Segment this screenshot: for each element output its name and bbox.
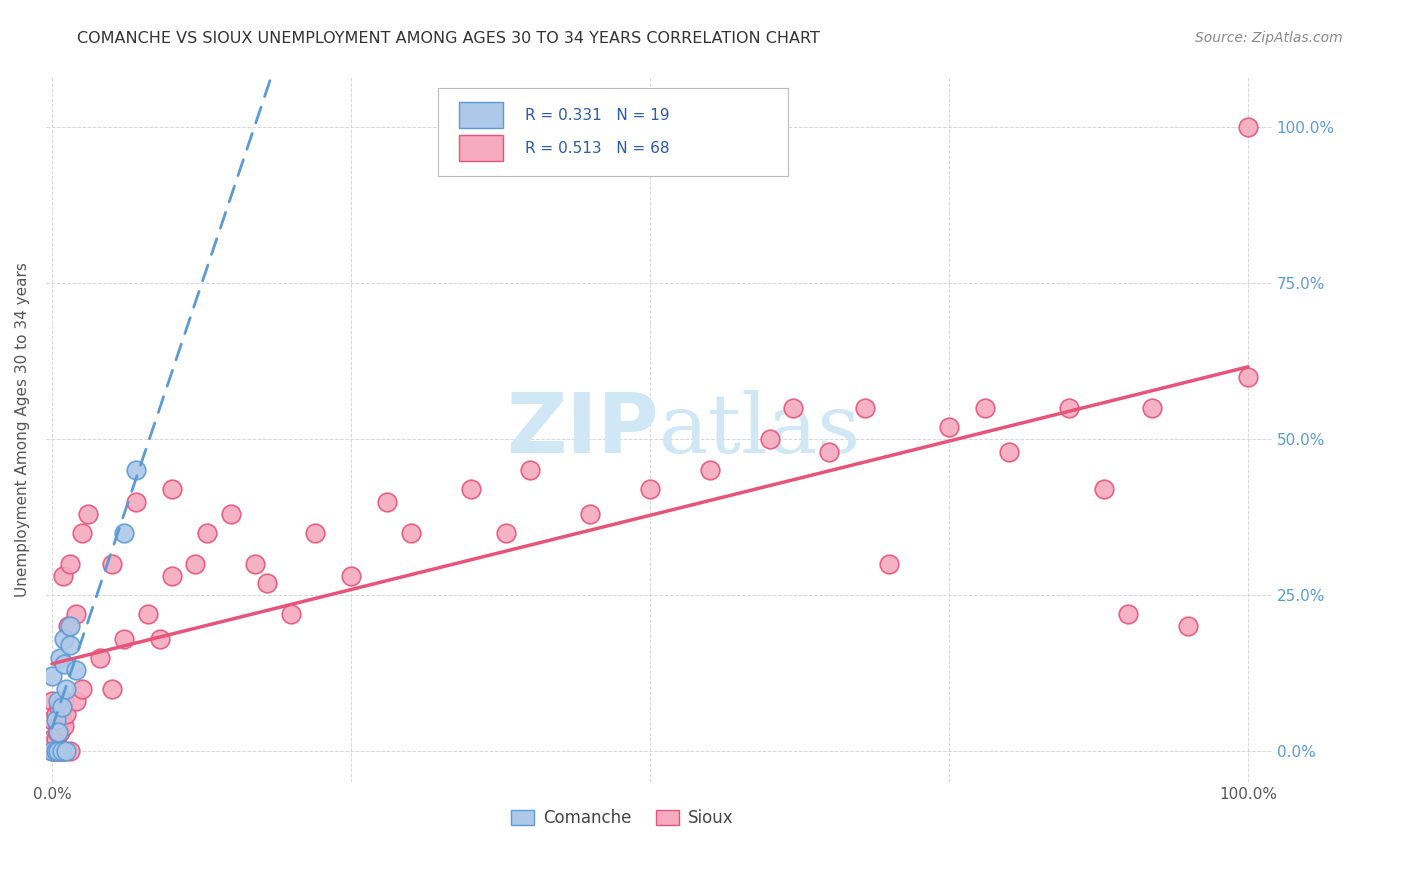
Point (59, 638, 82, 652)
Text: COMANCHE VS SIOUX UNEMPLOYMENT AMONG AGES 30 TO 34 YEARS CORRELATION CHART: COMANCHE VS SIOUX UNEMPLOYMENT AMONG AGE… (77, 31, 820, 46)
Point (41, 669, 63, 683)
Point (41, 713, 63, 727)
Point (495, 525, 517, 540)
Point (46, 744, 69, 758)
Point (45, 706, 67, 721)
Point (65, 607, 87, 621)
Y-axis label: Unemployment Among Ages 30 to 34 years: Unemployment Among Ages 30 to 34 years (15, 262, 30, 598)
Point (853, 401, 876, 415)
Point (55, 706, 77, 721)
Point (280, 607, 302, 621)
Text: Source: ZipAtlas.com: Source: ZipAtlas.com (1195, 31, 1343, 45)
Point (160, 569, 183, 583)
Point (48, 700, 70, 714)
Point (1237, 120, 1260, 135)
Point (399, 525, 422, 540)
Point (41, 744, 63, 758)
Point (124, 463, 146, 477)
FancyBboxPatch shape (460, 136, 503, 161)
Point (221, 507, 243, 521)
Point (51, 744, 73, 758)
Point (877, 557, 900, 571)
Point (460, 482, 482, 496)
Point (45, 744, 67, 758)
Point (256, 575, 278, 590)
Point (70, 681, 93, 696)
Point (818, 444, 841, 458)
Point (48, 744, 70, 758)
Point (100, 681, 122, 696)
Text: atlas: atlas (659, 390, 860, 470)
FancyBboxPatch shape (460, 102, 503, 128)
Point (1094, 482, 1116, 496)
Point (65, 663, 87, 677)
Point (638, 482, 661, 496)
Point (56, 619, 79, 633)
Point (46, 694, 69, 708)
Point (340, 569, 363, 583)
Text: R = 0.331   N = 19: R = 0.331 N = 19 (526, 108, 669, 123)
Point (1118, 607, 1140, 621)
Point (46, 725, 69, 739)
Point (579, 507, 602, 521)
Point (51, 700, 73, 714)
Point (59, 619, 82, 633)
Point (52, 569, 75, 583)
Point (938, 419, 960, 434)
Text: ZIP: ZIP (506, 390, 659, 470)
Point (160, 482, 183, 496)
Point (55, 681, 77, 696)
Point (124, 494, 146, 508)
Point (45, 725, 67, 739)
Point (55, 744, 77, 758)
Point (699, 463, 721, 477)
Point (197, 525, 219, 540)
Point (184, 557, 207, 571)
Point (70, 525, 93, 540)
Point (1142, 401, 1164, 415)
Point (41, 744, 63, 758)
Point (49, 725, 72, 739)
Point (51, 713, 73, 727)
Point (89, 650, 111, 665)
Point (52, 657, 75, 671)
Point (100, 557, 122, 571)
Point (1057, 401, 1080, 415)
Point (52, 694, 75, 708)
Point (52, 744, 75, 758)
Point (52, 719, 75, 733)
Point (49, 650, 72, 665)
Point (41, 694, 63, 708)
Point (245, 557, 267, 571)
Point (519, 463, 541, 477)
Point (758, 432, 780, 446)
FancyBboxPatch shape (439, 88, 787, 176)
Point (304, 525, 326, 540)
Point (52, 632, 75, 646)
Text: R = 0.513   N = 68: R = 0.513 N = 68 (526, 141, 669, 156)
Point (136, 607, 159, 621)
Point (45, 713, 67, 727)
Point (76, 507, 98, 521)
Point (112, 525, 135, 540)
Point (1237, 370, 1260, 384)
Point (41, 731, 63, 746)
Point (46, 744, 69, 758)
Point (149, 632, 172, 646)
Point (59, 557, 82, 571)
Point (973, 401, 995, 415)
Point (45, 731, 67, 746)
Legend: Comanche, Sioux: Comanche, Sioux (505, 803, 740, 834)
Point (1177, 619, 1199, 633)
Point (59, 744, 82, 758)
Point (997, 444, 1019, 458)
Point (44, 744, 66, 758)
Point (65, 694, 87, 708)
Point (46, 719, 69, 733)
Point (782, 401, 804, 415)
Point (375, 494, 398, 508)
Point (112, 632, 135, 646)
Point (51, 744, 73, 758)
